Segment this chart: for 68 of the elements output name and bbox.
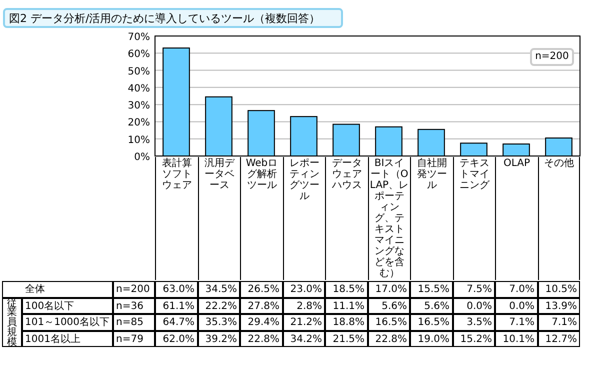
data-label: 3.5%	[452, 314, 495, 330]
y-tick-label: 全体	[2, 281, 113, 298]
data-label: 34.2%	[282, 330, 325, 347]
x-tick-label: その他	[538, 157, 580, 280]
data-label: 7.1%	[495, 314, 538, 330]
y-tick-label: 101～1000名以下	[22, 314, 113, 330]
y-tick-label: 40%	[128, 83, 150, 94]
data-label: 64.7%	[155, 314, 198, 330]
y-tick-label: 1001名以上	[22, 330, 113, 347]
data-label: 62.0%	[155, 330, 198, 347]
data-label: 22.2%	[198, 298, 240, 314]
x-tick-label: Webログ解析ツール	[240, 157, 282, 280]
data-label: 7.5%	[452, 281, 495, 298]
y2-tick-label: n=85	[113, 314, 155, 330]
data-label: 10.5%	[538, 281, 580, 298]
y-tick-label: 20%	[128, 118, 150, 129]
data-label: 17.0%	[368, 281, 410, 298]
data-label: 5.6%	[410, 298, 452, 314]
y-tick-label: 60%	[128, 49, 150, 60]
y-tick-label: 100名以下	[22, 298, 113, 314]
data-label: 15.2%	[452, 330, 495, 347]
data-label: 63.0%	[155, 281, 198, 298]
x-tick-label: テキストマイニング	[452, 157, 495, 280]
data-label: 19.0%	[410, 330, 452, 347]
data-label: 29.4%	[240, 314, 282, 330]
data-label: 7.1%	[538, 314, 580, 330]
x-tick-label: 汎用データベース	[198, 157, 240, 280]
data-label: 34.5%	[198, 281, 240, 298]
data-label: 18.5%	[325, 281, 368, 298]
data-label: 22.8%	[368, 330, 410, 347]
y-tick-label: 50%	[128, 66, 150, 78]
data-label: 2.8%	[282, 298, 325, 314]
x-tick-label: 自社開発ツール	[410, 157, 452, 280]
y-tick-label: 0%	[134, 152, 150, 163]
chart-title: 図2 データ分析/活用のために導入しているツール（複数回答）	[3, 8, 343, 28]
data-label: 39.2%	[198, 330, 240, 347]
data-label: 18.8%	[325, 314, 368, 330]
x-tick-label: データウェアハウス	[325, 157, 368, 280]
data-label: 35.3%	[198, 314, 240, 330]
y-tick-label: 70%	[128, 32, 150, 43]
data-label: 27.8%	[240, 298, 282, 314]
x-tick-label: レポーティングツール	[282, 157, 325, 280]
data-label: 0.0%	[495, 298, 538, 314]
data-label: 23.0%	[282, 281, 325, 298]
data-label: 21.2%	[282, 314, 325, 330]
x-tick-label: OLAP	[495, 157, 538, 280]
y2-tick-label: n=36	[113, 298, 155, 314]
data-label: 16.5%	[368, 314, 410, 330]
category-label: BIスイート（OLAP、レポーティング、テキストマイニングなどを含む）	[370, 158, 409, 279]
data-label: 7.0%	[495, 281, 538, 298]
annotation: n=200	[530, 48, 574, 66]
data-label: 5.6%	[368, 298, 410, 314]
data-label: 22.8%	[240, 330, 282, 347]
data-label: 11.1%	[325, 298, 368, 314]
data-label: 10.1%	[495, 330, 538, 347]
x-tick-label: 表計算ソフトウェア	[155, 157, 198, 280]
data-label: 16.5%	[410, 314, 452, 330]
y-tick-label: 10%	[128, 134, 150, 146]
y-tick-label: 30%	[128, 100, 150, 112]
data-label: 26.5%	[240, 281, 282, 298]
y2-tick-label: n=200	[113, 281, 155, 298]
data-label: 12.7%	[538, 330, 580, 347]
data-label: 13.9%	[538, 298, 580, 314]
data-label: 21.5%	[325, 330, 368, 347]
data-label: 61.1%	[155, 298, 198, 314]
data-label: 15.5%	[410, 281, 452, 298]
data-label: 0.0%	[452, 298, 495, 314]
y2-tick-label: n=79	[113, 330, 155, 347]
